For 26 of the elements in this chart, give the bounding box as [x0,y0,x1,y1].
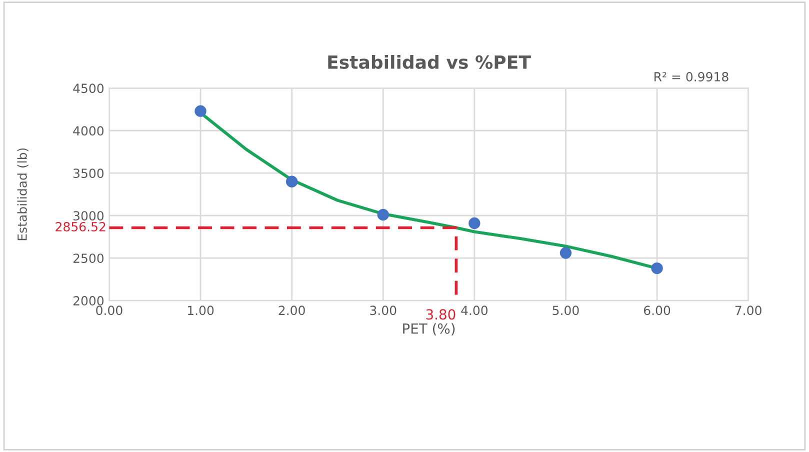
point [651,262,663,274]
point [468,217,480,230]
text: R² = 0.9918 [654,72,728,82]
x-tick-label: 2.00 [278,306,305,316]
point [560,247,572,259]
x-tick-label: 7.00 [735,306,762,316]
y-tick-label: 2500 [73,254,104,264]
x-tick-label: 1.00 [188,306,214,316]
y-tick-label: 4500 [73,84,104,94]
x-tick-label: 6.00 [644,306,670,316]
x-tick-label: 5.00 [552,306,579,316]
x-tick-label: 3.00 [370,306,396,316]
y-tick-label: 2000 [73,296,104,306]
y-axis-title: Estabilidad (lb) [17,148,28,240]
y-tick-label: 3000 [73,211,104,221]
x-axis-title: PET (%) [403,323,455,336]
chart-title: Estabilidad vs %PET [328,54,531,69]
point [286,176,298,188]
y-tick-label: 3500 [73,168,104,178]
annotation: 3.80 [426,309,456,320]
x-tick-label: 0.00 [96,306,122,316]
point [194,105,206,117]
y-tick-label: 4000 [73,126,104,136]
point [377,208,389,221]
x-tick-label: 4.00 [461,306,488,316]
annotation: 2856.52 [56,222,106,232]
